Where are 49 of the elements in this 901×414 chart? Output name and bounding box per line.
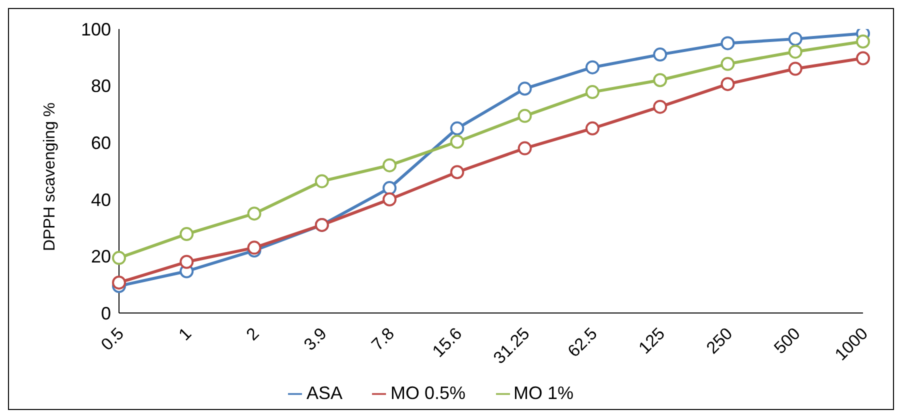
- point: [518, 82, 532, 96]
- point: [856, 34, 870, 48]
- point: [382, 158, 397, 172]
- point: [653, 100, 668, 114]
- point: [450, 165, 464, 180]
- y-tick-label: 80: [90, 76, 111, 96]
- point: [720, 36, 735, 50]
- point: [180, 227, 194, 242]
- point: [788, 32, 802, 46]
- x-tick-label: 500: [770, 324, 804, 358]
- x-tick-label: 250: [702, 324, 736, 358]
- y-axis-title: DPPH scavenging %: [42, 102, 59, 251]
- x-tick-label: 125: [635, 324, 669, 358]
- point: [653, 73, 668, 88]
- y-tick-label: 20: [90, 246, 111, 267]
- legend-label: ASA: [306, 383, 342, 403]
- point: [382, 181, 397, 196]
- y-tick-label: 60: [90, 132, 111, 153]
- x-tick-label: 2: [242, 324, 263, 344]
- point: [314, 174, 329, 188]
- x-tick-label: 1: [174, 324, 196, 344]
- point: [788, 44, 802, 59]
- point: [247, 206, 262, 221]
- point: [720, 56, 735, 71]
- point: [112, 276, 126, 290]
- point: [382, 192, 397, 206]
- legend-label: MO 0.5%: [390, 383, 466, 403]
- legend-label: MO 1%: [514, 383, 574, 403]
- point: [653, 48, 668, 62]
- point: [585, 85, 600, 100]
- point: [247, 240, 262, 255]
- point: [450, 134, 464, 149]
- point: [180, 254, 194, 269]
- point: [518, 141, 532, 156]
- point: [112, 250, 126, 265]
- x-tick-label: 7.8: [368, 324, 398, 354]
- point: [720, 77, 735, 92]
- point: [518, 108, 532, 123]
- point: [856, 51, 870, 66]
- point: [450, 121, 464, 136]
- y-tick-label: 0: [100, 303, 111, 324]
- y-tick-label: 40: [90, 190, 111, 210]
- point: [788, 62, 802, 76]
- x-tick-label: 0.5: [97, 324, 128, 354]
- x-tick-label: 3.9: [300, 324, 330, 354]
- point: [585, 60, 600, 74]
- x-tick-label: 62.5: [564, 324, 601, 361]
- point: [585, 121, 600, 136]
- y-tick-label: 100: [80, 19, 111, 40]
